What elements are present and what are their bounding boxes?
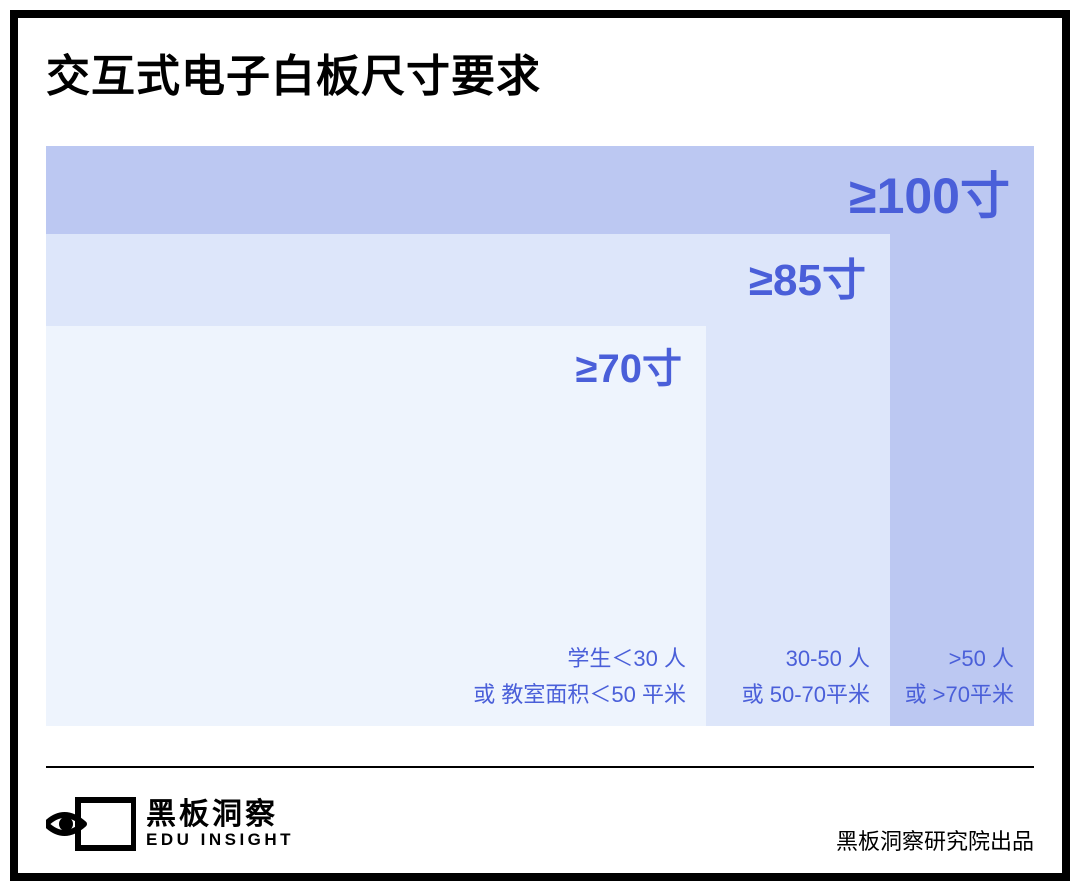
tier-70-condition: 学生＜30 人 或 教室面积＜50 平米 — [473, 648, 686, 706]
outer-frame: 交互式电子白板尺寸要求 ≥100寸 >50 人 或 >70平米 ≥85寸 30-… — [10, 10, 1070, 881]
tier-70: ≥70寸 学生＜30 人 或 教室面积＜50 平米 — [46, 326, 706, 726]
size-chart: ≥100寸 >50 人 或 >70平米 ≥85寸 30-50 人 或 50-70… — [46, 146, 1034, 726]
tier-85-cond-line2: 或 50-70平米 — [742, 684, 870, 706]
eye-board-icon — [46, 796, 136, 852]
tier-70-label: ≥70寸 — [576, 336, 682, 394]
tier-100-label: ≥100寸 — [849, 156, 1010, 228]
brand-name-cn: 黑板洞察 — [146, 799, 294, 831]
tier-100-cond-line1: >50 人 — [905, 648, 1014, 670]
footer: 黑板洞察 EDU INSIGHT 黑板洞察研究院出品 — [46, 796, 1034, 866]
tier-85-condition: 30-50 人 或 50-70平米 — [742, 648, 870, 706]
tier-100-cond-line2: 或 >70平米 — [905, 684, 1014, 706]
tier-85-label: ≥85寸 — [749, 244, 866, 308]
credit-text: 黑板洞察研究院出品 — [836, 824, 1034, 856]
page-title: 交互式电子白板尺寸要求 — [46, 40, 541, 104]
brand-text: 黑板洞察 EDU INSIGHT — [146, 799, 294, 848]
tier-70-cond-line2: 或 教室面积＜50 平米 — [473, 684, 686, 706]
tier-100-condition: >50 人 或 >70平米 — [905, 648, 1014, 706]
brand-name-en: EDU INSIGHT — [146, 831, 294, 849]
brand-logo: 黑板洞察 EDU INSIGHT — [46, 796, 294, 852]
tier-70-cond-line1: 学生＜30 人 — [473, 648, 686, 670]
tier-85-cond-line1: 30-50 人 — [742, 648, 870, 670]
footer-divider — [46, 766, 1034, 768]
